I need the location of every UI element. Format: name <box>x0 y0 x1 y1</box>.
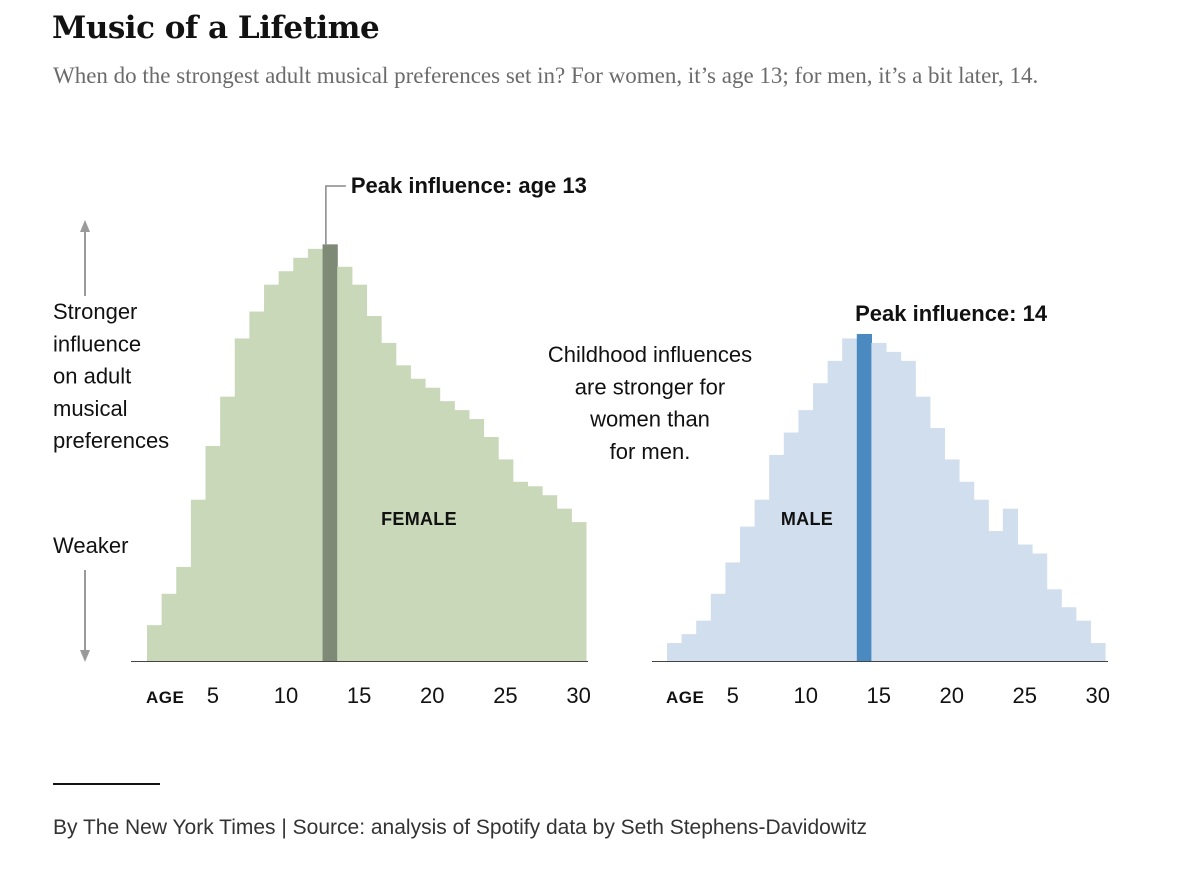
male-bar <box>1090 643 1106 661</box>
male-tick-label: 20 <box>939 683 963 708</box>
y-legend-stronger-line: preferences <box>53 428 169 453</box>
male-tick-label: 10 <box>793 683 817 708</box>
male-bar <box>973 499 989 661</box>
y-legend-stronger-line: on adult <box>53 364 131 389</box>
female-bar <box>234 338 251 661</box>
male-tick-label: 30 <box>1085 683 1109 708</box>
female-tick-label: 10 <box>274 683 298 708</box>
female-bar <box>468 419 485 661</box>
male-bar <box>1017 544 1033 661</box>
up-arrowhead-icon <box>80 220 90 232</box>
annotation-line: are stronger for <box>575 374 725 399</box>
male-bar <box>783 432 799 661</box>
female-bar <box>220 396 236 661</box>
female-bar <box>337 266 353 661</box>
female-age-label: AGE <box>146 688 184 707</box>
male-age-label: AGE <box>666 688 704 707</box>
male-bar <box>1046 589 1062 661</box>
male-bar <box>725 562 741 661</box>
male-tick-label: 15 <box>866 683 890 708</box>
female-bar <box>439 401 455 661</box>
male-bar <box>871 342 887 661</box>
male-bar <box>798 410 814 661</box>
male-bar <box>1002 508 1018 661</box>
male-bar <box>740 526 756 661</box>
female-series-label: FEMALE <box>381 509 457 529</box>
female-bar <box>351 284 368 661</box>
female-bar <box>176 566 192 661</box>
male-bar <box>1032 553 1048 661</box>
male-bar <box>696 620 712 661</box>
female-bar <box>424 387 441 661</box>
male-bar <box>769 454 785 661</box>
male-bar <box>754 499 770 661</box>
male-bar <box>827 360 843 661</box>
female-bar <box>147 625 163 661</box>
male-bar <box>813 383 829 661</box>
male-bar <box>959 481 975 661</box>
male-bar <box>710 593 726 661</box>
female-bar <box>205 445 221 661</box>
female-bar <box>366 316 382 661</box>
page-title: Music of a Lifetime <box>52 10 380 46</box>
male-bar <box>929 428 945 661</box>
male-series-label: MALE <box>781 509 833 529</box>
female-bar <box>556 508 572 661</box>
annotation-line: Childhood influences <box>548 342 752 367</box>
female-bar <box>161 593 177 661</box>
male-bar <box>988 531 1004 661</box>
female-tick-label: 25 <box>493 683 517 708</box>
male-tick-label: 25 <box>1012 683 1036 708</box>
male-peak-bar <box>856 333 872 661</box>
female-peak-label: Peak influence: age 13 <box>351 173 587 198</box>
female-bar <box>264 284 280 661</box>
female-tick-label: 30 <box>566 683 590 708</box>
female-bar <box>498 459 514 661</box>
source-credit: By The New York Times | Source: analysis… <box>53 816 867 839</box>
male-bar <box>900 360 916 661</box>
male-bar <box>667 643 683 661</box>
female-bar <box>483 437 499 661</box>
female-peak-bar <box>322 244 338 662</box>
female-tick-label: 20 <box>420 683 444 708</box>
female-bar <box>381 342 397 661</box>
female-bar <box>395 365 411 661</box>
male-bar <box>915 396 931 661</box>
female-bar <box>190 499 207 661</box>
female-tick-label: 5 <box>207 683 219 708</box>
annotation-line: for men. <box>610 439 691 464</box>
female-bar <box>307 248 324 661</box>
female-bar <box>293 257 309 661</box>
female-bar <box>512 481 528 661</box>
down-arrowhead-icon <box>80 650 90 662</box>
male-peak-label: Peak influence: 14 <box>855 301 1048 326</box>
y-legend-stronger-line: influence <box>53 331 141 356</box>
male-bar <box>1075 620 1091 661</box>
male-bar <box>1061 607 1077 661</box>
female-bar <box>454 410 470 661</box>
y-legend-stronger-line: musical <box>53 396 128 421</box>
y-legend-weaker: Weaker <box>53 533 128 558</box>
female-bar <box>571 522 587 661</box>
female-bar <box>542 495 558 661</box>
female-bar <box>278 271 294 661</box>
female-tick-label: 15 <box>347 683 371 708</box>
female-bar <box>249 311 265 661</box>
male-bar <box>681 634 697 661</box>
y-legend-stronger-line: Stronger <box>53 299 137 324</box>
female-bar <box>527 486 543 661</box>
female-bar <box>410 378 426 661</box>
male-bar <box>842 338 858 661</box>
male-tick-label: 5 <box>727 683 739 708</box>
annotation-line: women than <box>589 407 710 432</box>
male-bar <box>944 459 960 661</box>
footer-rule <box>53 783 160 785</box>
male-bar <box>886 351 902 661</box>
page-subtitle: When do the strongest adult musical pref… <box>53 63 1039 88</box>
female-peak-leader-line <box>325 185 346 245</box>
